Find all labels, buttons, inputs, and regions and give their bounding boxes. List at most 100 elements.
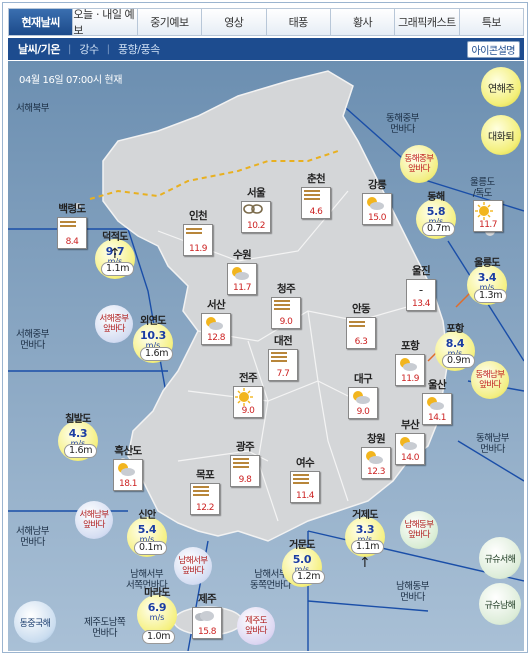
city-name: 흑산도 <box>114 445 142 457</box>
city-andong[interactable]: 안동 6.3 <box>339 301 383 349</box>
wind-speed: 5.8 <box>426 205 446 218</box>
city-temp: 9.8 <box>238 475 252 485</box>
city-ulsan[interactable]: 울산 14.1 <box>415 377 459 425</box>
weather-card: 8.4 <box>57 217 87 249</box>
zone-south-east-coastal[interactable]: 남해동부 앞바다 <box>400 511 438 549</box>
wind-unit: m/s <box>435 349 475 358</box>
wave-height: 1.2m <box>292 570 326 584</box>
city-temp: 6.3 <box>354 337 368 347</box>
haze-icon <box>291 473 319 491</box>
subnav-wind[interactable]: 풍향/풍속 <box>118 43 160 56</box>
icon-legend-button[interactable]: 아이콘설명 <box>466 41 520 58</box>
sea-label-west-north: 서해북부 <box>16 103 49 114</box>
buoy-name: 울릉도 <box>474 258 500 269</box>
subnav-precipitation[interactable]: 강수 <box>79 43 99 56</box>
city-incheon[interactable]: 인천 11.9 <box>176 208 220 256</box>
zone-east-mid-coastal[interactable]: 동해중부 앞바다 <box>400 145 438 183</box>
tab-video[interactable]: 영상 <box>202 8 267 36</box>
dash-icon: - <box>418 283 424 297</box>
city-name: 수원 <box>232 249 252 261</box>
city-seosan[interactable]: 서산 12.8 <box>194 297 238 345</box>
weather-card: 12.3 <box>361 447 391 479</box>
button-daehwatoe[interactable]: 대화퇴 <box>481 115 521 155</box>
button-kyushu-west[interactable]: 규슈서해 <box>479 537 521 579</box>
tab-typhoon[interactable]: 태풍 <box>266 8 331 36</box>
city-pohang[interactable]: 포항 11.9 <box>388 338 432 386</box>
city-busan[interactable]: 부산 14.0 <box>388 417 432 465</box>
zone-west-south-coastal[interactable]: 서해남부 앞바다 <box>75 501 113 539</box>
zone-west-mid-coastal[interactable]: 서해중부 앞바다 <box>95 305 133 343</box>
city-changwon[interactable]: 창원 12.3 <box>354 431 398 479</box>
city-mokpo[interactable]: 목포 12.2 <box>183 467 227 515</box>
haze-icon <box>272 299 300 317</box>
city-seoul[interactable]: 서울 10.2 <box>234 185 278 233</box>
city-name: 대구 <box>353 373 373 385</box>
wind-unit: m/s <box>282 565 322 574</box>
buoy-name: 거문도 <box>289 540 315 551</box>
sunny-icon <box>474 202 502 220</box>
wave-height: 1.1m <box>351 540 385 554</box>
weather-card: - 13.4 <box>406 279 436 311</box>
tab-mid-term[interactable]: 중기예보 <box>137 8 203 36</box>
wind-unit: m/s <box>58 439 98 448</box>
city-temp: 10.2 <box>246 221 266 231</box>
city-temp: 8.4 <box>65 237 79 247</box>
city-daejeon[interactable]: 대전 7.7 <box>261 333 305 381</box>
city-name: 안동 <box>351 303 371 315</box>
city-chuncheon[interactable]: 춘천 4.6 <box>294 171 338 219</box>
arrow-up-icon: ↑ <box>359 555 371 571</box>
tab-today-tomorrow[interactable]: 오늘ㆍ내일 예보 <box>73 8 138 37</box>
city-ulleungdo[interactable]: 11.7 <box>466 199 510 232</box>
city-jeonju[interactable]: 전주 9.0 <box>226 370 270 418</box>
sub-nav: 날씨/기온 | 강수 | 풍향/풍속 <box>8 38 524 60</box>
wind-unit: m/s <box>345 535 385 544</box>
city-suwon[interactable]: 수원 11.7 <box>220 247 264 295</box>
city-gangneung[interactable]: 강릉 15.0 <box>355 177 399 225</box>
city-temp: 9.0 <box>241 406 255 416</box>
city-name: 백령도 <box>58 203 86 215</box>
wave-height: 1.0m <box>142 630 176 644</box>
button-east-china-sea[interactable]: 동중국해 <box>14 601 56 643</box>
city-temp: 4.6 <box>309 207 323 217</box>
haze-icon <box>58 219 86 237</box>
buoy-marado[interactable]: 마라도 6.9 m/s <box>137 588 177 635</box>
city-daegu[interactable]: 대구 9.0 <box>341 371 385 419</box>
haze-icon <box>191 485 219 503</box>
wave-height: 1.3m <box>474 289 508 303</box>
zone-east-south-coastal[interactable]: 동해남부 앞바다 <box>471 361 509 399</box>
partly-cloudy-icon <box>423 395 451 413</box>
button-kyushu-south[interactable]: 규슈남해 <box>479 583 521 625</box>
weather-card: 6.3 <box>346 317 376 349</box>
city-gwangju[interactable]: 광주 9.8 <box>223 439 267 487</box>
wind-speed: 10.3 <box>140 329 166 342</box>
city-name: 포항 <box>400 340 420 352</box>
button-yeonhaeju[interactable]: 연해주 <box>481 67 521 107</box>
zone-jeju-coastal[interactable]: 제주도 앞바다 <box>237 607 275 645</box>
zone-south-west-coastal[interactable]: 남해서부 앞바다 <box>174 547 212 585</box>
city-yeosu[interactable]: 여수 11.4 <box>283 455 327 503</box>
city-temp: 15.0 <box>367 213 387 223</box>
tab-current-weather[interactable]: 현재날씨 <box>8 8 74 36</box>
weather-card: 11.7 <box>227 263 257 295</box>
city-baengnyeongdo[interactable]: 백령도 8.4 <box>50 201 94 249</box>
city-uljin[interactable]: 울진 - 13.4 <box>399 263 443 311</box>
city-name: 청주 <box>276 283 296 295</box>
city-jeju[interactable]: 제주 15.8 <box>185 591 229 639</box>
subnav-divider: | <box>68 43 72 55</box>
weather-card: 12.8 <box>201 313 231 345</box>
city-temp: 11.9 <box>400 374 420 384</box>
city-heuksando[interactable]: 흑산도 18.1 <box>106 443 150 491</box>
haze-icon <box>231 457 259 475</box>
city-name: 대전 <box>273 335 293 347</box>
partly-cloudy-icon <box>396 435 424 453</box>
tab-graphic-cast[interactable]: 그래픽캐스트 <box>395 8 460 36</box>
city-cheongju[interactable]: 청주 9.0 <box>264 281 308 329</box>
tab-warnings[interactable]: 특보 <box>459 8 524 36</box>
tab-yellow-dust[interactable]: 황사 <box>330 8 396 36</box>
city-name: 전주 <box>238 372 258 384</box>
wind-speed: 5.0 <box>292 553 312 566</box>
wave-height: 1.6m <box>140 347 174 361</box>
wind-unit: m/s <box>149 613 165 622</box>
subnav-weather-temp[interactable]: 날씨/기온 <box>18 43 61 56</box>
